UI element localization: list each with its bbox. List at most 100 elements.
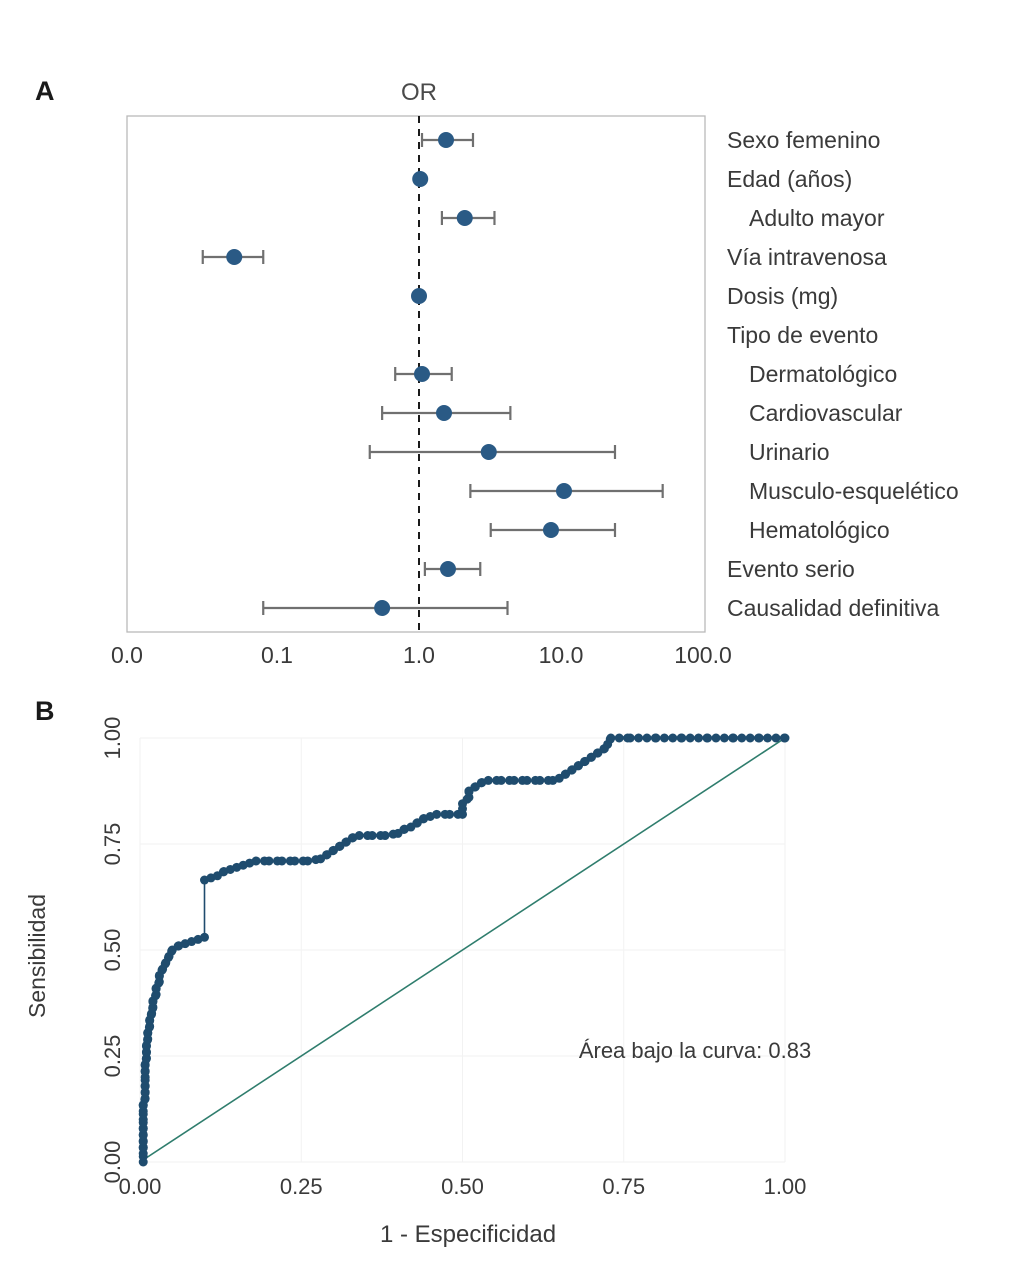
forest-x-tick-label: 0.0 <box>111 642 143 668</box>
forest-row: Dermatológico <box>394 361 897 387</box>
roc-point <box>668 733 678 743</box>
roc-point <box>694 733 704 743</box>
forest-x-tick-label: 0.1 <box>261 642 293 668</box>
or-point <box>542 522 559 538</box>
roc-point <box>651 733 661 743</box>
roc-point <box>606 733 616 743</box>
forest-row: Urinario <box>368 439 830 465</box>
roc-y-tick-label: 0.50 <box>100 929 125 972</box>
or-point <box>411 288 427 304</box>
roc-point <box>711 733 721 743</box>
forest-row: Causalidad definitiva <box>262 595 939 621</box>
row-label: Cardiovascular <box>749 400 903 426</box>
roc-x-tick-label: 0.50 <box>441 1174 484 1199</box>
roc-x-tick-label: 0.75 <box>602 1174 645 1199</box>
roc-plot-content: 0.00 0.25 0.50 0.75 1.00 0.00 0.25 0.50 0.75 1.00 <box>100 717 806 1199</box>
forest-row: Cardiovascular <box>381 400 903 426</box>
roc-point <box>354 831 364 841</box>
roc-point <box>483 775 493 785</box>
forest-row: Dosis (mg) <box>411 283 838 309</box>
roc-point <box>677 733 687 743</box>
roc-point <box>277 856 287 866</box>
forest-plot-content: Sexo femenino Edad (años) Adulto mayor Vía … <box>111 115 959 668</box>
or-point <box>374 600 391 616</box>
roc-point <box>535 775 545 785</box>
roc-x-tick-label: 0.00 <box>119 1174 162 1199</box>
roc-point <box>290 856 300 866</box>
or-point <box>480 444 497 460</box>
roc-y-tick-label: 1.00 <box>100 717 125 760</box>
row-label: Hematológico <box>749 517 890 543</box>
roc-point <box>625 733 635 743</box>
row-label: Adulto mayor <box>749 205 885 231</box>
roc-point <box>509 775 519 785</box>
row-label: Musculo-esquelético <box>749 478 959 504</box>
or-point <box>456 210 473 226</box>
forest-plot-box <box>126 115 706 633</box>
row-label: Sexo femenino <box>727 127 880 153</box>
roc-point <box>432 809 442 819</box>
roc-point <box>303 856 313 866</box>
panel-a-label: A <box>35 76 55 106</box>
forest-row: Musculo-esquelético <box>469 478 959 504</box>
roc-y-axis-label: Sensibilidad <box>24 894 50 1018</box>
roc-point <box>763 733 773 743</box>
forest-row: Vía intravenosa <box>201 244 887 270</box>
row-label: Tipo de evento <box>727 322 878 348</box>
roc-point <box>200 932 209 942</box>
row-label: Dosis (mg) <box>727 283 838 309</box>
panel-b-label: B <box>35 696 55 726</box>
forest-row: Adulto mayor <box>440 205 885 231</box>
or-point <box>412 171 429 187</box>
row-label: Evento serio <box>727 556 855 582</box>
roc-x-tick-label: 1.00 <box>764 1174 807 1199</box>
forest-title: OR <box>401 79 437 106</box>
forest-row: Edad (años) <box>412 166 852 192</box>
forest-row: Hematológico <box>489 517 890 543</box>
roc-plot-panel: B 0.00 0.25 0.50 0.75 1.00 0.00 0.25 0.50 0.75 1.… <box>24 696 811 1248</box>
roc-point <box>728 733 738 743</box>
row-label: Urinario <box>749 439 830 465</box>
roc-point <box>251 856 261 866</box>
or-point <box>556 483 573 499</box>
roc-point <box>703 733 713 743</box>
roc-y-tick-label: 0.25 <box>100 1035 125 1078</box>
roc-point <box>780 733 790 743</box>
row-label: Dermatológico <box>749 361 897 387</box>
forest-plot-panel: A OR Sexo femenino Edad (años) Adulto mayo… <box>35 76 959 668</box>
or-point <box>439 561 456 577</box>
row-label: Edad (años) <box>727 166 852 192</box>
or-point <box>438 132 455 148</box>
or-point <box>414 366 431 382</box>
roc-point <box>445 809 455 819</box>
roc-point <box>685 733 695 743</box>
diagonal-reference-line <box>139 737 786 1163</box>
roc-point <box>522 775 532 785</box>
roc-y-tick-label: 0.75 <box>100 823 125 866</box>
roc-point <box>367 831 377 841</box>
forest-x-tick-label: 100.0 <box>674 642 732 668</box>
roc-x-tick-label: 0.25 <box>280 1174 323 1199</box>
roc-point <box>634 733 644 743</box>
roc-point <box>771 733 781 743</box>
roc-point <box>737 733 747 743</box>
roc-y-tick-label: 0.00 <box>100 1141 125 1184</box>
roc-point <box>719 733 729 743</box>
forest-x-tick-label: 1.0 <box>403 642 435 668</box>
row-label: Causalidad definitiva <box>727 595 939 621</box>
forest-row: Tipo de evento <box>727 322 878 348</box>
row-label: Vía intravenosa <box>727 244 887 270</box>
or-point <box>226 249 243 265</box>
roc-x-axis-label: 1 - Especificidad <box>380 1221 556 1248</box>
roc-point <box>496 775 506 785</box>
roc-point <box>745 733 755 743</box>
auc-annotation: Área bajo la curva: 0.83 <box>579 1038 811 1063</box>
roc-point <box>754 733 764 743</box>
roc-point <box>264 856 274 866</box>
roc-point <box>659 733 669 743</box>
forest-x-tick-label: 10.0 <box>539 642 584 668</box>
roc-point <box>614 733 624 743</box>
roc-point <box>642 733 652 743</box>
roc-point <box>380 831 390 841</box>
